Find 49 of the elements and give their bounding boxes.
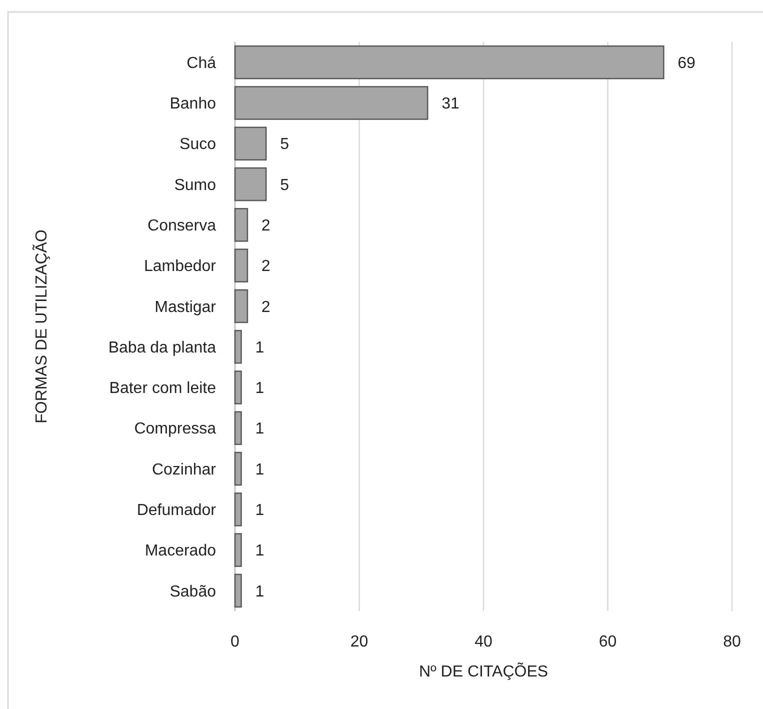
data-label: 5 [280, 136, 290, 154]
y-tick-label: Suco [180, 136, 216, 154]
y-tick-label: Baba da planta [108, 339, 216, 356]
bar [234, 574, 242, 608]
data-label: 1 [255, 461, 264, 478]
data-label: 1 [255, 380, 264, 398]
y-tick-label: Defumador [136, 502, 217, 519]
x-tick-label: 40 [474, 634, 492, 651]
bar [234, 533, 242, 567]
bar [234, 452, 242, 486]
y-tick-label: Macerado [144, 542, 216, 560]
x-tick-label: 20 [350, 634, 368, 651]
x-tick-label: 80 [723, 634, 741, 651]
bar [234, 167, 267, 202]
data-label: 1 [255, 420, 264, 438]
x-axis-title: Nº DE CITAÇÕES [418, 662, 548, 681]
y-tick-label: Conserva [148, 217, 216, 234]
data-label: 1 [255, 583, 264, 600]
y-tick-label: Sabão [170, 583, 216, 600]
x-tick-label: 0 [230, 634, 240, 651]
data-label: 2 [261, 258, 270, 276]
y-tick-label: Lambedor [144, 258, 217, 276]
bar [234, 370, 242, 404]
y-tick-label: Chá [186, 54, 216, 72]
y-tick-label: Banho [170, 96, 216, 113]
data-label: 31 [442, 96, 460, 113]
data-label: 2 [261, 217, 270, 234]
data-label: 5 [280, 176, 290, 194]
y-tick-label: Mastigar [154, 298, 217, 316]
y-tick-label: Sumo [174, 176, 216, 194]
data-label: 1 [255, 542, 264, 560]
bar [234, 45, 664, 80]
y-tick-label: Compressa [134, 420, 216, 438]
y-axis-title: FORMAS DE UTILIZAÇÃO [32, 230, 51, 424]
x-tick-label: 60 [598, 634, 617, 651]
bar [234, 492, 242, 526]
data-label: 1 [255, 502, 264, 519]
data-label: 1 [255, 339, 264, 356]
bar [234, 248, 248, 282]
y-tick-label: Bater com leite [109, 380, 216, 398]
bar [234, 208, 248, 242]
data-label: 2 [261, 298, 270, 316]
data-label: 69 [678, 54, 696, 72]
y-tick-label: Cozinhar [152, 461, 217, 478]
bar [234, 126, 267, 161]
bar [234, 86, 428, 120]
bar [234, 289, 248, 324]
bar [234, 330, 242, 364]
bar [234, 411, 242, 446]
